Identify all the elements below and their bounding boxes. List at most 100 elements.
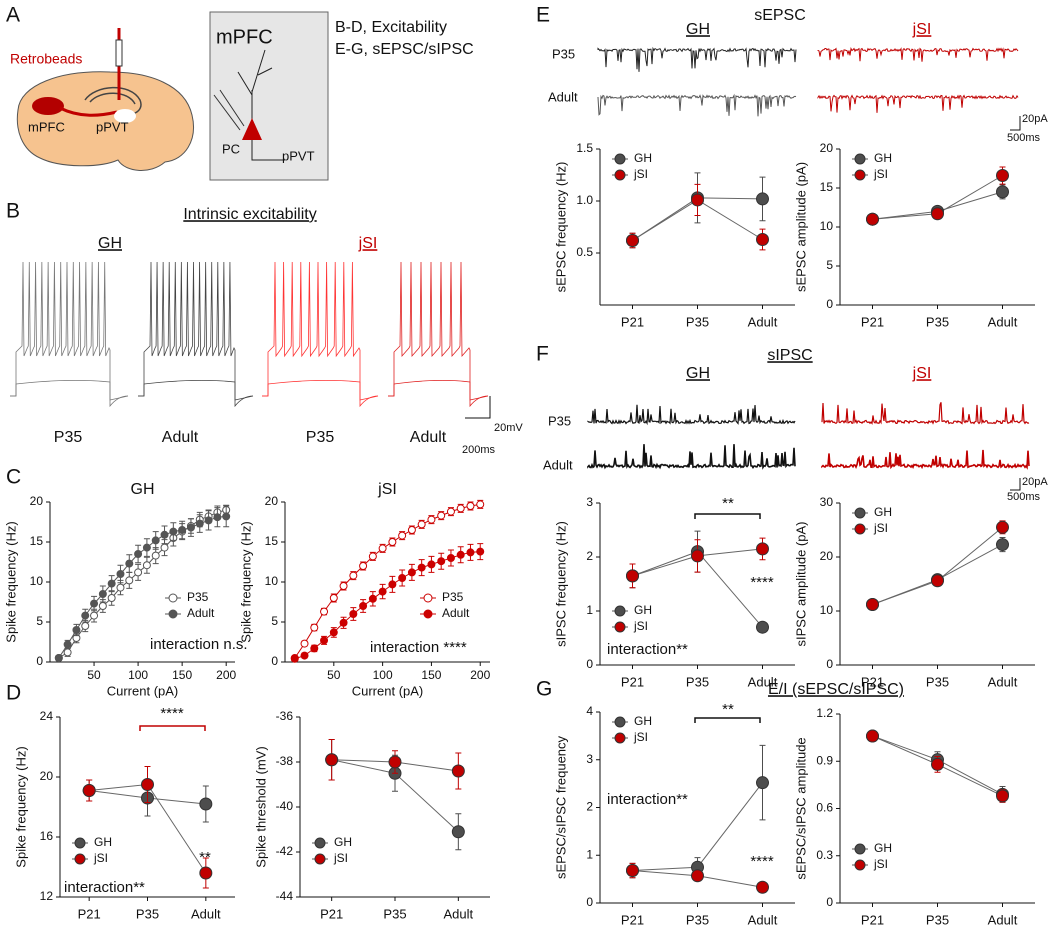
region-label: pPVT [96,119,129,134]
y-tick-label: 10 [820,603,834,617]
mpfc-region [32,97,64,115]
legend-marker [614,605,626,617]
y-tick-label: 24 [40,709,54,723]
legend-marker [614,153,626,165]
data-point [90,599,99,608]
trace [138,380,254,408]
x-tick-label: Adult [988,912,1018,927]
group-label: GH [686,365,710,382]
data-point [427,515,436,524]
x-tick-label: P35 [136,906,159,921]
note: E-G, sEPSC/sIPSC [335,41,474,58]
data-point [82,784,96,797]
x-tick-label: P35 [926,314,949,329]
x-tick-label: P21 [861,912,884,927]
projection [59,106,118,117]
data-point [125,576,134,585]
data-point [756,232,769,246]
x-axis-title: Current (pA) [352,683,424,698]
data-point [90,611,99,620]
data-point [417,563,426,572]
y-tick-label: 0.5 [576,245,593,259]
panel-title: sIPSC [767,347,812,364]
x-tick-label: Adult [444,906,474,921]
data-point [339,582,348,590]
annotation: **** [160,705,184,722]
row-label: P35 [548,413,571,428]
x-tick-label: P21 [861,674,884,689]
data-point [199,797,213,811]
y-tick-label: 15 [820,180,834,194]
data-point [63,640,72,649]
x-tick-label: P35 [926,912,949,927]
trace [817,94,1019,113]
legend-marker [854,843,866,855]
legend-marker [854,169,866,181]
y-tick-label: -38 [276,754,294,768]
data-point [310,644,319,653]
y-tick-label: 0.6 [816,801,833,815]
data-point [407,526,416,534]
y-tick-label: 3 [586,495,593,509]
y-tick-label: 0 [826,657,833,671]
data-point [756,776,769,790]
data-point [107,579,116,588]
data-point [116,570,125,578]
data-point [325,753,339,767]
data-point [142,543,151,552]
y-axis-title: sIPSC frequency (Hz) [553,521,568,647]
legend-label: Adult [187,606,215,620]
y-axis-title: Spike frequency (Hz) [3,521,18,642]
x-tick-label: 200 [216,668,236,682]
legend-marker [614,716,626,728]
data-point [310,623,319,632]
y-tick-label: 1.2 [816,706,833,720]
x-tick-label: P35 [926,674,949,689]
region-label: mPFC [28,119,65,134]
y-tick-label: -44 [276,889,294,903]
note: B-D, Excitability [335,19,447,36]
trace [597,46,797,72]
data-point [437,557,446,566]
cell-label: pPVT [282,148,315,163]
y-tick-label: 20 [820,141,834,155]
data-point [388,538,397,546]
row-label: Adult [548,89,578,104]
y-tick-label: 20 [30,494,44,508]
data-point [996,520,1009,534]
trace-label: Adult [410,429,447,446]
y-axis-title: sEPSC amplitude (pA) [793,162,808,292]
y-tick-label: 20 [820,549,834,563]
data-point [195,519,204,528]
legend-label: GH [874,505,892,519]
data-point [329,594,338,602]
annotation: **** [750,574,774,591]
panel-label: E [536,4,550,27]
scale-label: 200ms [462,444,496,456]
data-point [186,523,195,532]
legend-marker [74,853,86,865]
significance-bracket [694,513,761,519]
legend-label: GH [634,714,652,728]
legend-label: GH [874,151,892,165]
y-tick-label: 2 [586,800,593,814]
data-point [339,618,348,627]
legend-marker [854,523,866,535]
y-tick-label: 0 [271,654,278,668]
data-point [134,550,143,558]
x-tick-label: Adult [191,906,221,921]
data-point [141,778,154,791]
x-tick-label: 50 [87,668,101,682]
legend-label: jSI [873,857,888,871]
x-tick-label: 50 [327,668,341,682]
data-point [626,569,639,583]
trace [817,47,1019,62]
annotation: interaction** [64,879,145,896]
series-line [872,526,1003,605]
data-point [160,530,169,539]
data-point [626,234,639,248]
data-point [81,611,90,620]
y-tick-label: 1.0 [576,193,593,207]
data-point [142,561,151,570]
